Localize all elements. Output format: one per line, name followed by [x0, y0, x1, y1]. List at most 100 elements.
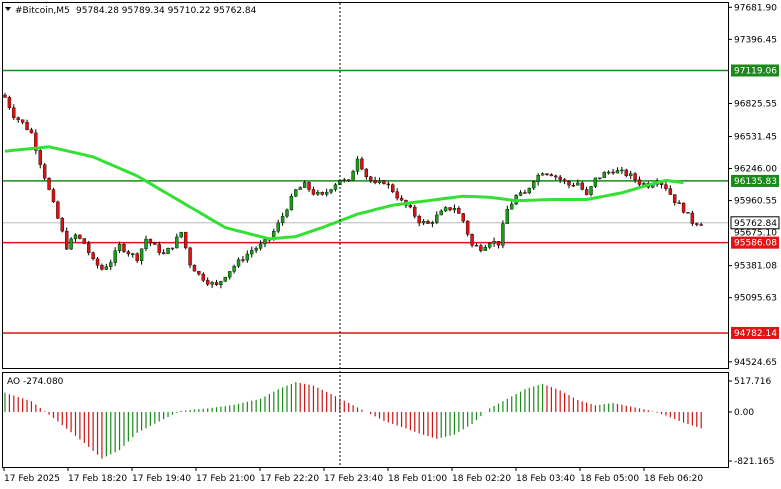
candle-body [289, 196, 294, 211]
candle-body [342, 179, 346, 181]
candle-body [364, 168, 369, 178]
candle-body [109, 262, 113, 267]
candle-body [435, 214, 439, 223]
candle-body [589, 186, 593, 195]
ohlc-label: 95784.28 95789.34 95710.22 95762.84 [76, 6, 257, 16]
price-candles [3, 92, 703, 289]
price-tick-label: 95960.55 [734, 197, 777, 207]
candle-body [615, 170, 620, 174]
candle-body [620, 169, 624, 172]
level-price-badge [731, 64, 779, 77]
candle-body [69, 238, 73, 250]
candle-body [399, 197, 404, 201]
candle-body [443, 207, 448, 212]
candle-body [95, 258, 100, 266]
candle-body [12, 107, 16, 118]
candle-body [413, 206, 417, 217]
candle-body [668, 188, 673, 195]
ao-axis: 517.716 0.00 -821.165 [728, 377, 774, 467]
candle-body [263, 239, 267, 245]
time-tick-label: 17 Feb 21:00 [196, 474, 255, 484]
level-price-badge [731, 174, 779, 187]
ao-tick-label: -821.165 [734, 457, 774, 467]
candle-body [153, 242, 157, 245]
candle-body [170, 247, 175, 250]
candle-body [501, 223, 505, 246]
candle-body [624, 169, 628, 176]
candle-body [294, 189, 298, 197]
price-tick-label: 94524.65 [734, 358, 777, 368]
candle-body [373, 180, 377, 183]
level-price-label: 94782.14 [734, 329, 777, 339]
candle-body [562, 179, 567, 182]
candle-body [175, 236, 179, 249]
candle-body [285, 209, 289, 217]
candle-body [113, 250, 117, 263]
candle-body [179, 231, 183, 238]
candle-body [324, 191, 329, 195]
candle-body [223, 276, 228, 282]
candle-body [316, 191, 320, 195]
candle-body [690, 212, 695, 224]
candle-body [430, 222, 435, 224]
price-tick-label: 96531.45 [734, 132, 777, 142]
candle-body [496, 241, 501, 246]
dropdown-triangle-icon[interactable] [5, 7, 11, 11]
candle-body [42, 164, 47, 179]
candle-body [333, 184, 338, 190]
candle-body [320, 191, 324, 195]
candle-body [236, 259, 241, 267]
candle-body [188, 247, 192, 266]
candle-body [606, 171, 611, 174]
candle-body [448, 207, 452, 211]
time-tick-label: 18 Feb 03:40 [516, 474, 575, 484]
candle-body [369, 176, 373, 181]
price-tick-label: 96825.55 [734, 99, 777, 109]
candle-body [245, 253, 250, 261]
candle-body [161, 252, 166, 254]
candle-body [87, 243, 91, 254]
time-tick-label: 18 Feb 02:20 [452, 474, 511, 484]
candle-body [426, 220, 430, 224]
candle-body [258, 243, 263, 249]
candle-body [64, 230, 69, 250]
moving-average-line [4, 145, 684, 241]
candle-body [642, 183, 646, 185]
level-price-label: 97119.06 [734, 66, 777, 76]
candle-body [228, 271, 232, 278]
candle-body [91, 252, 95, 259]
candle-body [232, 265, 236, 272]
candle-body [395, 191, 399, 199]
candle-body [576, 182, 580, 186]
candle-body [131, 253, 135, 255]
price-tick-label: 96246.00 [734, 165, 777, 175]
candle-body [20, 119, 25, 123]
candle-body [602, 172, 606, 178]
candle-body [214, 282, 219, 285]
candle-body [60, 218, 64, 232]
candle-body [567, 180, 571, 186]
time-tick-label: 18 Feb 06:20 [644, 474, 703, 484]
candle-body [558, 176, 562, 180]
candle-body [346, 179, 351, 181]
candle-body [474, 244, 479, 247]
price-tick-label: 95095.63 [734, 294, 777, 304]
ao-panel-frame [2, 372, 729, 468]
candle-body [554, 175, 558, 178]
candle-body [510, 203, 514, 210]
candle-body [377, 180, 382, 183]
candle-body [298, 187, 302, 190]
candle-body [157, 244, 161, 253]
candle-body [205, 280, 210, 285]
candle-body [540, 173, 545, 176]
level-price-badge [731, 236, 779, 249]
candle-body [487, 243, 492, 248]
symbol-label: #Bitcoin,M5 [15, 6, 70, 16]
candle-body [699, 224, 703, 226]
candle-body [192, 264, 197, 272]
candle-body [144, 238, 148, 249]
level-price-label: 95586.08 [734, 239, 777, 249]
candle-body [465, 220, 470, 235]
candle-body [166, 248, 170, 254]
